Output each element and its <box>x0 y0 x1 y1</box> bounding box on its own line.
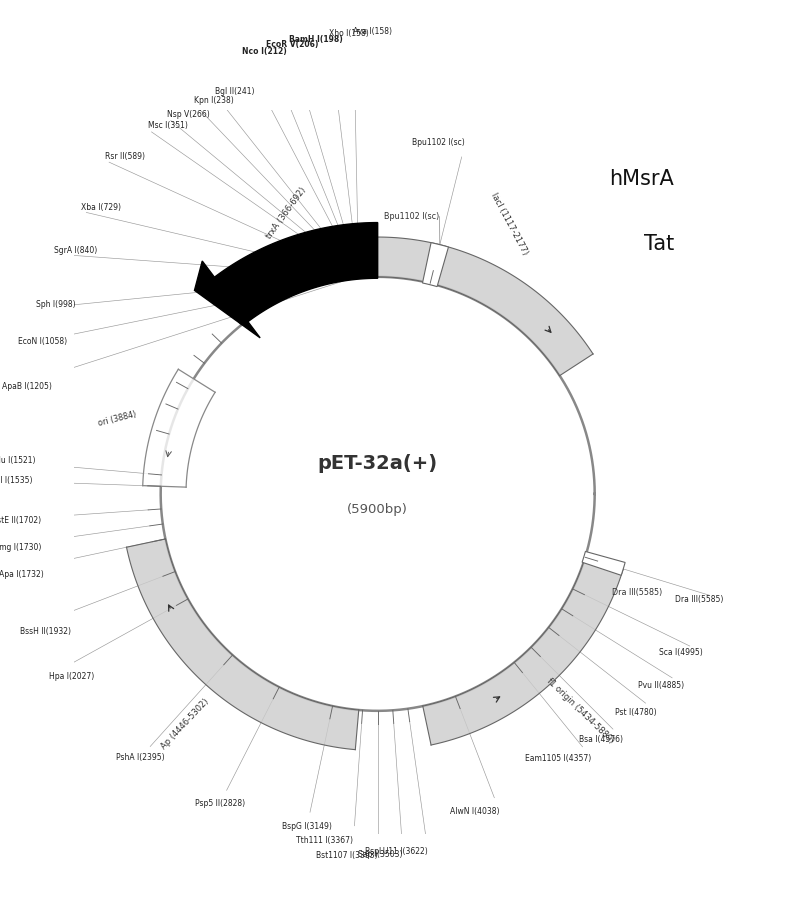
Text: EcoR V(206): EcoR V(206) <box>266 40 318 49</box>
Text: BamH I(198): BamH I(198) <box>290 35 343 44</box>
Text: Bpu1102 I(sc): Bpu1102 I(sc) <box>384 212 439 221</box>
Text: Xho I(158): Xho I(158) <box>330 29 369 37</box>
Text: hMsrA: hMsrA <box>610 169 674 189</box>
Text: EcoN I(1058): EcoN I(1058) <box>18 336 67 345</box>
Text: Ava I(158): Ava I(158) <box>354 27 393 36</box>
Text: Xba I(729): Xba I(729) <box>81 203 121 212</box>
Text: Bmg I(1730): Bmg I(1730) <box>0 543 42 552</box>
Text: Hpa I(2027): Hpa I(2027) <box>49 672 94 681</box>
Text: pET-32a(+): pET-32a(+) <box>318 454 438 473</box>
Text: Tth111 I(3367): Tth111 I(3367) <box>297 835 354 845</box>
Text: Pvu II(4885): Pvu II(4885) <box>638 681 684 690</box>
Text: lacI (1117-2177): lacI (1117-2177) <box>489 191 530 257</box>
Polygon shape <box>142 369 215 487</box>
Text: Pst I(4780): Pst I(4780) <box>615 707 657 717</box>
Text: Tat: Tat <box>644 234 674 254</box>
Text: Bcl I(1535): Bcl I(1535) <box>0 476 33 484</box>
Text: BspG I(3149): BspG I(3149) <box>282 822 332 831</box>
Text: BstE II(1702): BstE II(1702) <box>0 516 41 526</box>
Text: Psp5 II(2828): Psp5 II(2828) <box>195 799 245 808</box>
Text: Mlu I(1521): Mlu I(1521) <box>0 455 36 464</box>
Text: Kpn I(238): Kpn I(238) <box>194 96 234 105</box>
Text: Nco I(212): Nco I(212) <box>242 47 287 56</box>
Polygon shape <box>126 539 358 749</box>
Text: PshA I(2395): PshA I(2395) <box>116 753 165 761</box>
Text: Eam1105 I(4357): Eam1105 I(4357) <box>526 753 592 762</box>
Text: f1 origin (5434-5889): f1 origin (5434-5889) <box>545 676 615 745</box>
Polygon shape <box>582 551 625 575</box>
Text: Msc I(351): Msc I(351) <box>148 122 187 131</box>
Text: Sca I(4995): Sca I(4995) <box>659 648 702 657</box>
Text: Bsa I(4576): Bsa I(4576) <box>579 735 623 744</box>
Text: (5900bp): (5900bp) <box>347 504 408 516</box>
Text: Apa I(1732): Apa I(1732) <box>0 569 44 579</box>
Text: BspLU11 I(3622): BspLU11 I(3622) <box>366 847 428 856</box>
Polygon shape <box>360 237 593 376</box>
Polygon shape <box>194 223 378 338</box>
Polygon shape <box>422 558 623 745</box>
Text: Dra III(5585): Dra III(5585) <box>613 589 662 598</box>
Text: AlwN I(4038): AlwN I(4038) <box>450 807 499 815</box>
Text: Nsp V(266): Nsp V(266) <box>167 110 210 119</box>
Polygon shape <box>422 242 449 287</box>
Text: BssH II(1932): BssH II(1932) <box>20 627 70 636</box>
Text: trxA (366-692): trxA (366-692) <box>265 186 308 240</box>
Text: Dra III(5585): Dra III(5585) <box>675 595 723 604</box>
Text: Bpu1102 I(sc): Bpu1102 I(sc) <box>413 138 465 147</box>
Text: Bgl II(241): Bgl II(241) <box>215 87 254 96</box>
Text: ApaB I(1205): ApaB I(1205) <box>2 382 52 390</box>
Text: Sap I(3503): Sap I(3503) <box>358 850 403 859</box>
Text: Bst1107 I(3393): Bst1107 I(3393) <box>316 851 378 860</box>
Text: Ap (4446-5302): Ap (4446-5302) <box>159 696 210 750</box>
Text: Sph I(998): Sph I(998) <box>36 300 76 309</box>
Text: SgrA I(840): SgrA I(840) <box>54 246 98 255</box>
Text: ori (3884): ori (3884) <box>97 410 137 428</box>
Text: Rsr II(589): Rsr II(589) <box>105 152 145 161</box>
